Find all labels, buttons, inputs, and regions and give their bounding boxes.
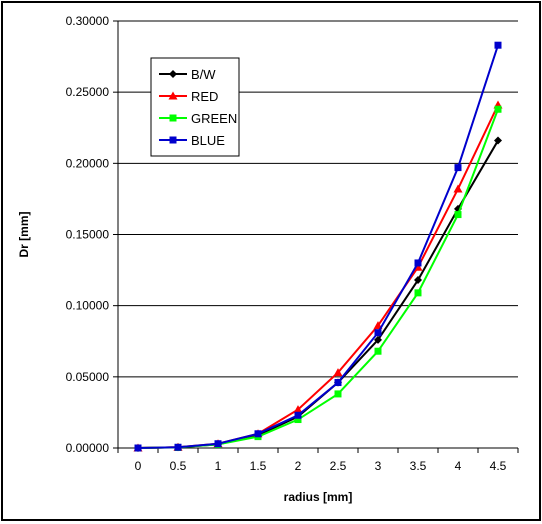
legend-marker-b-w: [169, 70, 177, 78]
data-point-b-w: [414, 276, 422, 285]
data-point-green: [414, 289, 422, 297]
data-point-green: [294, 416, 302, 424]
x-tick-label: 1: [215, 459, 222, 473]
data-point-blue: [334, 379, 342, 387]
x-tick-label: 0: [135, 459, 142, 473]
y-axis-ticks: 0.00000 0.05000 0.10000 0.15000 0.20000 0.250…: [66, 14, 118, 455]
data-point-blue: [134, 444, 142, 452]
data-point-red: [293, 405, 303, 414]
data-point-blue: [374, 329, 382, 337]
series-line-green: [137, 108, 499, 449]
data-point-green: [454, 211, 462, 219]
data-point-blue: [254, 430, 262, 438]
x-tick-label: 3.5: [410, 459, 427, 473]
data-point-b-w: [494, 136, 502, 145]
legend-marker-blue: [169, 136, 177, 144]
data-point-blue: [174, 443, 182, 451]
legend-label-blue: BLUE: [191, 133, 225, 148]
data-point-blue: [454, 164, 462, 172]
series-blue: [134, 41, 502, 452]
y-tick-label: 0.05000: [66, 370, 110, 384]
legend: B/W RED GREEN BLUE: [150, 57, 240, 157]
series-group: [133, 41, 503, 452]
data-point-green: [494, 105, 502, 113]
data-point-red: [333, 368, 343, 377]
legend-marker-red: [168, 91, 178, 100]
x-tick-label: 4.5: [490, 459, 507, 473]
x-tick-label: 2.5: [330, 459, 347, 473]
line-chart: 0.00000 0.05000 0.10000 0.15000 0.20000 0.250…: [17, 14, 519, 504]
y-tick-label: 0.20000: [66, 156, 110, 170]
legend-marker-green: [169, 114, 177, 122]
series-line-blue: [137, 44, 499, 449]
data-point-b-w: [374, 335, 382, 344]
data-point-blue: [494, 41, 502, 49]
data-point-green: [334, 390, 342, 398]
x-tick-label: 3: [375, 459, 382, 473]
y-tick-label: 0.25000: [66, 85, 110, 99]
legend-label-b-w: B/W: [191, 67, 216, 82]
series-line-b-w: [137, 140, 499, 449]
data-point-green: [374, 347, 382, 355]
data-point-red: [453, 184, 463, 193]
y-axis-label: Dr [mm]: [17, 211, 31, 257]
y-tick-label: 0.30000: [66, 14, 110, 28]
data-point-blue: [414, 259, 422, 267]
data-point-blue: [294, 411, 302, 419]
x-tick-label: 4: [455, 459, 462, 473]
x-axis-label: radius [mm]: [284, 490, 353, 504]
legend-label-green: GREEN: [191, 111, 237, 126]
x-tick-label: 2: [295, 459, 302, 473]
y-tick-label: 0.15000: [66, 228, 110, 242]
y-tick-label: 0.10000: [66, 299, 110, 313]
series-b-w: [134, 136, 502, 452]
legend-label-red: RED: [191, 89, 218, 104]
x-tick-label: 0.5: [170, 459, 187, 473]
data-point-blue: [214, 440, 222, 448]
x-tick-label: 1.5: [250, 459, 267, 473]
x-axis-ticks: 0 0.5 1 1.5 2 2.5 3 3.5 4 4.5: [117, 448, 519, 473]
y-tick-label: 0.00000: [66, 441, 110, 455]
